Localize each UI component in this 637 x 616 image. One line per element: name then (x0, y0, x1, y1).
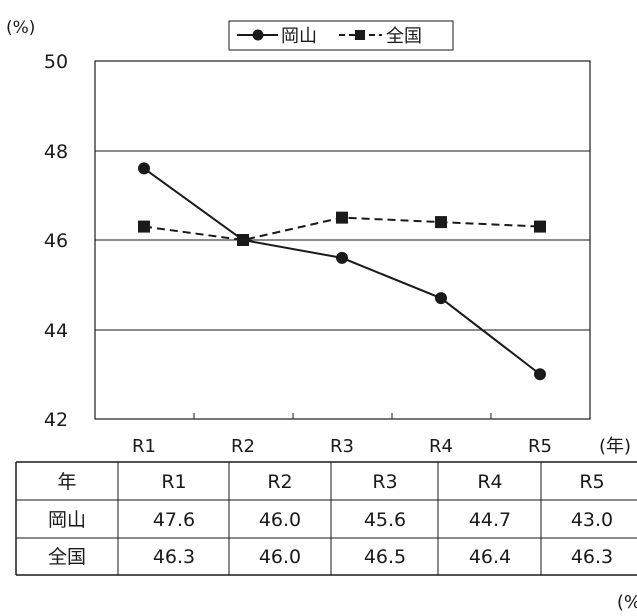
table-cell: 43.0 (571, 509, 613, 531)
table-cell: 46.5 (364, 546, 406, 568)
table-cell: 46.0 (259, 509, 301, 531)
plot-area (94, 60, 591, 420)
data-point-national-R4 (435, 216, 447, 229)
y-tick-label: 42 (44, 409, 68, 431)
x-category-label: R2 (231, 436, 255, 457)
table-cell: 45.6 (364, 509, 406, 531)
series-line-okayama (143, 167, 541, 376)
legend: 岡山 全国 (228, 20, 454, 51)
table-header-cell: R1 (161, 471, 186, 493)
x-category-label: R3 (330, 436, 354, 457)
table-row-label: 岡山 (48, 509, 86, 531)
y-tick-label: 50 (44, 51, 68, 73)
y-tick-label: 44 (44, 320, 68, 342)
table-cell: 46.3 (571, 546, 613, 568)
legend-marker-okayama (252, 29, 264, 41)
table-cell: 46.3 (153, 546, 195, 568)
table-cell: 47.6 (153, 509, 195, 531)
x-category-labels: R1 R2 R3 R4 R5 (132, 436, 552, 457)
data-point-okayama-R5 (534, 368, 546, 381)
series-layer (138, 162, 546, 381)
x-unit-label: (年) (599, 436, 631, 457)
table-row-label: 全国 (48, 546, 86, 568)
legend-marker-national (355, 30, 365, 40)
x-category-label: R5 (528, 436, 552, 457)
table-cell: 46.0 (259, 546, 301, 568)
x-category-label: R4 (429, 436, 453, 457)
table-cell: 46.4 (469, 546, 511, 568)
legend-label-national: 全国 (386, 26, 422, 47)
table-header-cell: R3 (372, 471, 397, 493)
y-unit-label: (%) (6, 18, 35, 38)
data-point-national-R5 (534, 220, 546, 233)
x-category-label: R1 (132, 436, 156, 457)
table-header-cell: R4 (477, 471, 502, 493)
table-unit-label: (% (616, 592, 637, 613)
table-cell: 44.7 (469, 509, 511, 531)
table-header-cell: R2 (267, 471, 292, 493)
table-header-label: 年 (57, 471, 76, 493)
table-header-cell: R5 (579, 471, 604, 493)
data-point-okayama-R2 (237, 234, 249, 246)
data-table: 年 R1 R2 R3 R4 R5 岡山 47.6 46.0 45.6 44.7 … (15, 461, 637, 576)
data-point-okayama-R1 (138, 162, 150, 175)
data-point-national-R3 (336, 211, 348, 224)
data-point-okayama-R3 (336, 251, 348, 264)
legend-label-okayama: 岡山 (281, 26, 317, 47)
plot-frame (94, 60, 591, 420)
y-tick-labels: 50 48 46 44 42 (44, 51, 68, 431)
y-tick-label: 48 (44, 141, 68, 163)
data-point-national-R1 (138, 220, 150, 233)
y-tick-label: 46 (44, 230, 68, 252)
data-point-okayama-R4 (435, 292, 447, 305)
